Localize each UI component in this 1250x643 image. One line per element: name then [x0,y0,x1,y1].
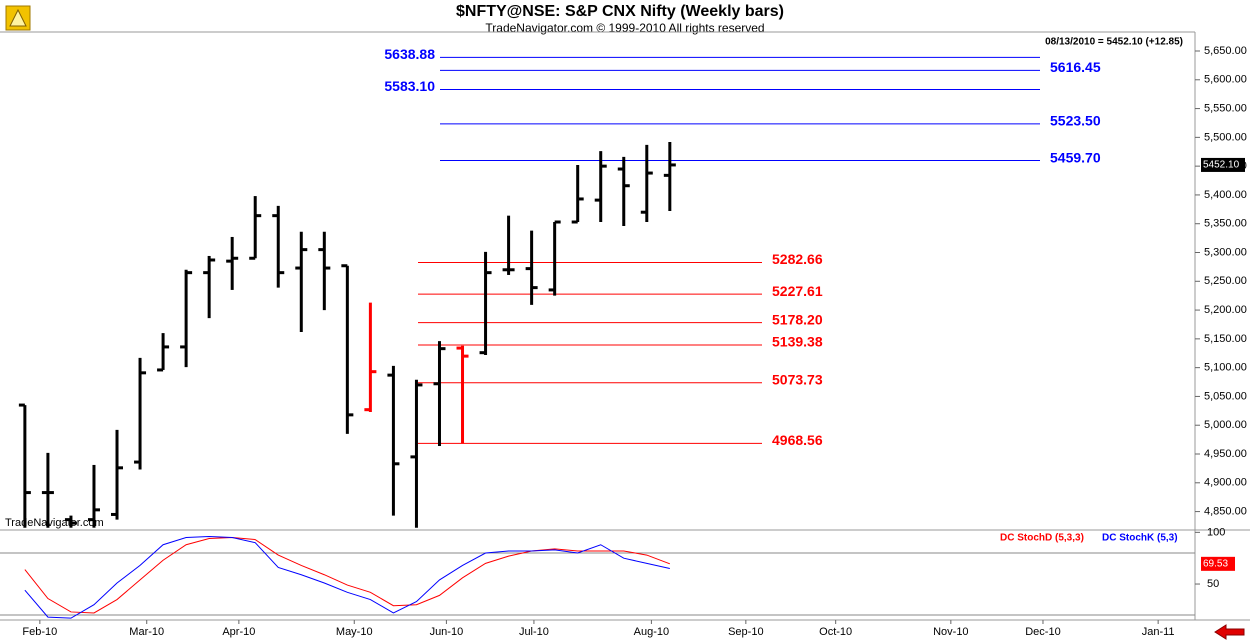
x-tick-label: Jan-11 [1142,626,1175,638]
level-label: 5638.88 [384,46,435,62]
level-label: 5459.70 [1050,149,1101,165]
x-tick-label: Aug-10 [634,626,669,638]
overlay: 5,650.005,600.005,550.005,500.005,450.00… [22,45,1246,638]
y-tick-label: 4,850.00 [1204,505,1247,517]
y-tick-label: 5,300.00 [1204,246,1247,258]
y-tick-label: 5,250.00 [1204,275,1247,287]
y-tick-label: 5,200.00 [1204,304,1247,316]
x-tick-label: Feb-10 [22,626,57,638]
x-tick-label: Dec-10 [1025,626,1060,638]
level-label: 5583.10 [384,78,435,94]
x-tick-label: Oct-10 [819,626,852,638]
x-tick-label: Nov-10 [933,626,968,638]
level-label: 4968.56 [772,432,823,448]
price-tag [1201,157,1245,172]
level-label: 5178.20 [772,311,823,327]
level-label: 5073.73 [772,371,823,387]
y2-tick-label: 100 [1207,526,1225,538]
level-label: 5139.38 [772,334,823,350]
price-pane [18,56,1040,528]
watermark: TradeNavigator.com [5,517,104,529]
y-tick-label: 5,400.00 [1204,189,1247,201]
info: 08/13/2010 = 5452.10 (+12.85) [1045,37,1183,48]
y-tick-label: 5,050.00 [1204,390,1247,402]
x-tick-label: Apr-10 [222,626,255,638]
level-label: 5523.50 [1050,113,1101,129]
scroll-arrow[interactable] [1214,624,1245,640]
indicator-pane [0,535,1195,619]
indicator-line [24,537,671,614]
subtitle: TradeNavigator.com © 1999-2010 All right… [485,21,764,35]
y-tick-label: 5,600.00 [1204,74,1247,86]
y-tick-label: 5,150.00 [1204,333,1247,345]
y-tick-label: 5,650.00 [1204,45,1247,57]
value-tag [1201,556,1235,571]
level-label: 5282.66 [772,251,823,267]
value-tag-label: 69.53 [1203,558,1228,569]
legend-entry: DC StochD (5,3,3) [1000,533,1084,544]
level-label: 5227.61 [772,283,823,299]
price-tag-label: 5452.10 [1203,160,1240,171]
y-tick-label: 5,500.00 [1204,131,1247,143]
y-tick-label: 4,950.00 [1204,448,1247,460]
x-tick-label: Sep-10 [728,626,763,638]
y-tick-label: 4,900.00 [1204,477,1247,489]
legend-entry: DC StochK (5,3) [1102,533,1178,544]
x-tick-label: Jun-10 [430,626,464,638]
x-tick-label: May-10 [336,626,373,638]
x-tick-label: Mar-10 [129,626,164,638]
y-tick-label: 5,000.00 [1204,419,1247,431]
y-tick-label: 5,550.00 [1204,102,1247,114]
x-tick-label: Jul-10 [519,626,549,638]
level-label: 5616.45 [1050,59,1101,75]
chart-title: $NFTY@NSE: S&P CNX Nifty (Weekly bars) [456,3,784,20]
y-tick-label: 5,100.00 [1204,362,1247,374]
logo [5,5,31,31]
y-tick-label: 5,350.00 [1204,218,1247,230]
y2-tick-label: 50 [1207,578,1219,590]
indicator-line [24,535,670,619]
